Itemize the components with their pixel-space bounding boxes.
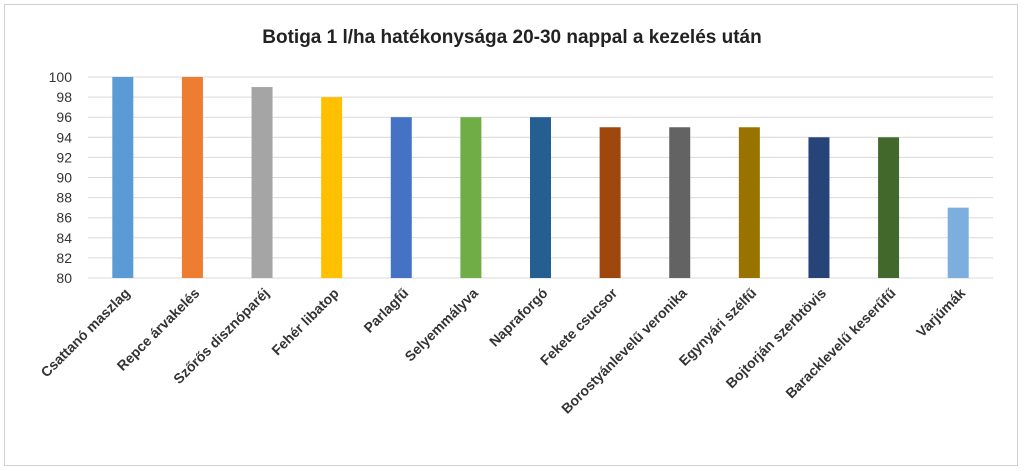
x-tick-label: Napraforgó xyxy=(486,285,551,350)
x-tick-label: Parlagfű xyxy=(360,285,411,336)
y-tick-label: 80 xyxy=(56,270,72,286)
bar xyxy=(530,117,551,278)
y-tick-label: 94 xyxy=(56,129,72,145)
y-tick-label: 90 xyxy=(56,170,72,186)
y-tick-label: 98 xyxy=(56,89,72,105)
bar xyxy=(321,97,343,278)
x-tick-label: Selyemmályva xyxy=(401,285,481,365)
chart-title: Botiga 1 l/ha hatékonysága 20-30 nappal … xyxy=(262,27,762,48)
bar xyxy=(947,207,969,278)
bar xyxy=(878,137,900,278)
bar xyxy=(251,87,273,278)
y-tick-label: 84 xyxy=(56,230,72,246)
y-tick-label: 100 xyxy=(49,69,73,85)
bar xyxy=(738,127,760,278)
chart-frame: Botiga 1 l/ha hatékonysága 20-30 nappal … xyxy=(4,4,1018,466)
x-tick-label: Borostyánlevelű veronika xyxy=(558,285,690,417)
bar xyxy=(599,127,621,278)
x-tick-label: Varjúmák xyxy=(913,285,968,340)
bar xyxy=(112,77,134,278)
x-tick-label: Fehér libatop xyxy=(268,285,341,358)
bar xyxy=(669,127,691,278)
y-tick-label: 82 xyxy=(56,250,72,266)
bar xyxy=(181,77,203,278)
y-tick-label: 86 xyxy=(56,210,72,226)
y-tick-label: 92 xyxy=(56,149,72,165)
bar xyxy=(808,137,830,278)
bar xyxy=(460,117,482,278)
y-tick-label: 96 xyxy=(56,109,72,125)
y-tick-label: 88 xyxy=(56,190,72,206)
bar xyxy=(390,117,412,278)
